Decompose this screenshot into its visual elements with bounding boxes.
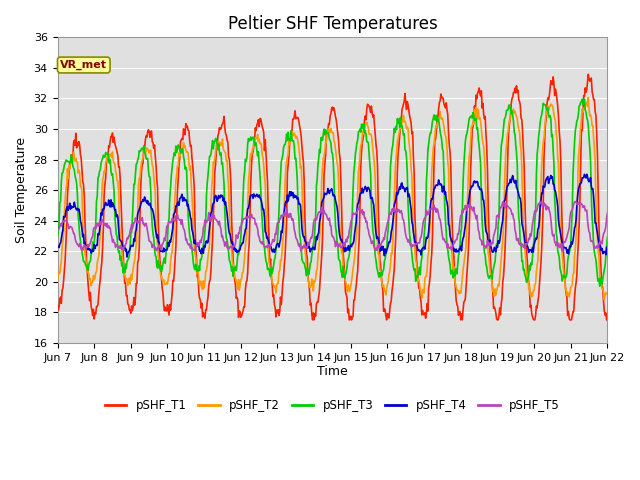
pSHF_T3: [174, 142, 182, 148]
pSHF_T3: [54, 234, 61, 240]
pSHF_T4: [604, 245, 611, 251]
pSHF_T3: [604, 234, 611, 240]
pSHF_T4: [123, 254, 131, 260]
pSHF_T3: [198, 254, 205, 260]
pSHF_T2: [54, 277, 61, 283]
pSHF_T5: [54, 225, 61, 230]
pSHF_T1: [433, 129, 440, 134]
Line: pSHF_T5: pSHF_T5: [58, 202, 607, 251]
pSHF_T2: [174, 164, 182, 169]
pSHF_T1: [604, 317, 611, 323]
pSHF_T1: [584, 72, 592, 77]
pSHF_T1: [308, 317, 316, 323]
pSHF_T1: [378, 282, 386, 288]
Line: pSHF_T4: pSHF_T4: [58, 174, 607, 257]
pSHF_T2: [432, 126, 440, 132]
pSHF_T3: [324, 130, 332, 135]
pSHF_T2: [604, 291, 611, 297]
pSHF_T5: [604, 210, 611, 216]
pSHF_T4: [54, 243, 61, 249]
pSHF_T1: [324, 120, 332, 126]
pSHF_T5: [554, 243, 561, 249]
pSHF_T2: [198, 285, 205, 291]
pSHF_T2: [553, 136, 561, 142]
Line: pSHF_T2: pSHF_T2: [58, 97, 607, 300]
pSHF_T5: [378, 239, 386, 244]
pSHF_T4: [199, 250, 207, 256]
pSHF_T4: [554, 204, 561, 210]
pSHF_T4: [583, 171, 591, 177]
pSHF_T3: [596, 283, 604, 289]
pSHF_T5: [298, 248, 305, 254]
pSHF_T4: [324, 189, 332, 194]
pSHF_T1: [554, 103, 561, 109]
pSHF_T3: [378, 270, 385, 276]
Text: VR_met: VR_met: [60, 60, 108, 70]
pSHF_T5: [572, 199, 579, 204]
pSHF_T1: [174, 176, 182, 182]
Line: pSHF_T3: pSHF_T3: [58, 99, 607, 286]
pSHF_T4: [433, 182, 440, 188]
pSHF_T1: [54, 303, 61, 309]
pSHF_T5: [324, 217, 332, 223]
pSHF_T1: [198, 300, 205, 306]
X-axis label: Time: Time: [317, 365, 348, 378]
pSHF_T4: [175, 203, 183, 208]
pSHF_T5: [433, 209, 440, 215]
pSHF_T2: [584, 95, 592, 100]
Y-axis label: Soil Temperature: Soil Temperature: [15, 137, 28, 243]
pSHF_T3: [553, 235, 561, 240]
pSHF_T5: [198, 235, 205, 241]
pSHF_T2: [378, 276, 385, 282]
pSHF_T4: [378, 247, 386, 253]
pSHF_T3: [432, 117, 440, 123]
pSHF_T5: [174, 216, 182, 221]
Title: Peltier SHF Temperatures: Peltier SHF Temperatures: [228, 15, 437, 33]
Line: pSHF_T1: pSHF_T1: [58, 74, 607, 320]
pSHF_T2: [600, 297, 608, 303]
Legend: pSHF_T1, pSHF_T2, pSHF_T3, pSHF_T4, pSHF_T5: pSHF_T1, pSHF_T2, pSHF_T3, pSHF_T4, pSHF…: [100, 395, 564, 417]
pSHF_T2: [324, 127, 332, 132]
pSHF_T3: [580, 96, 588, 102]
